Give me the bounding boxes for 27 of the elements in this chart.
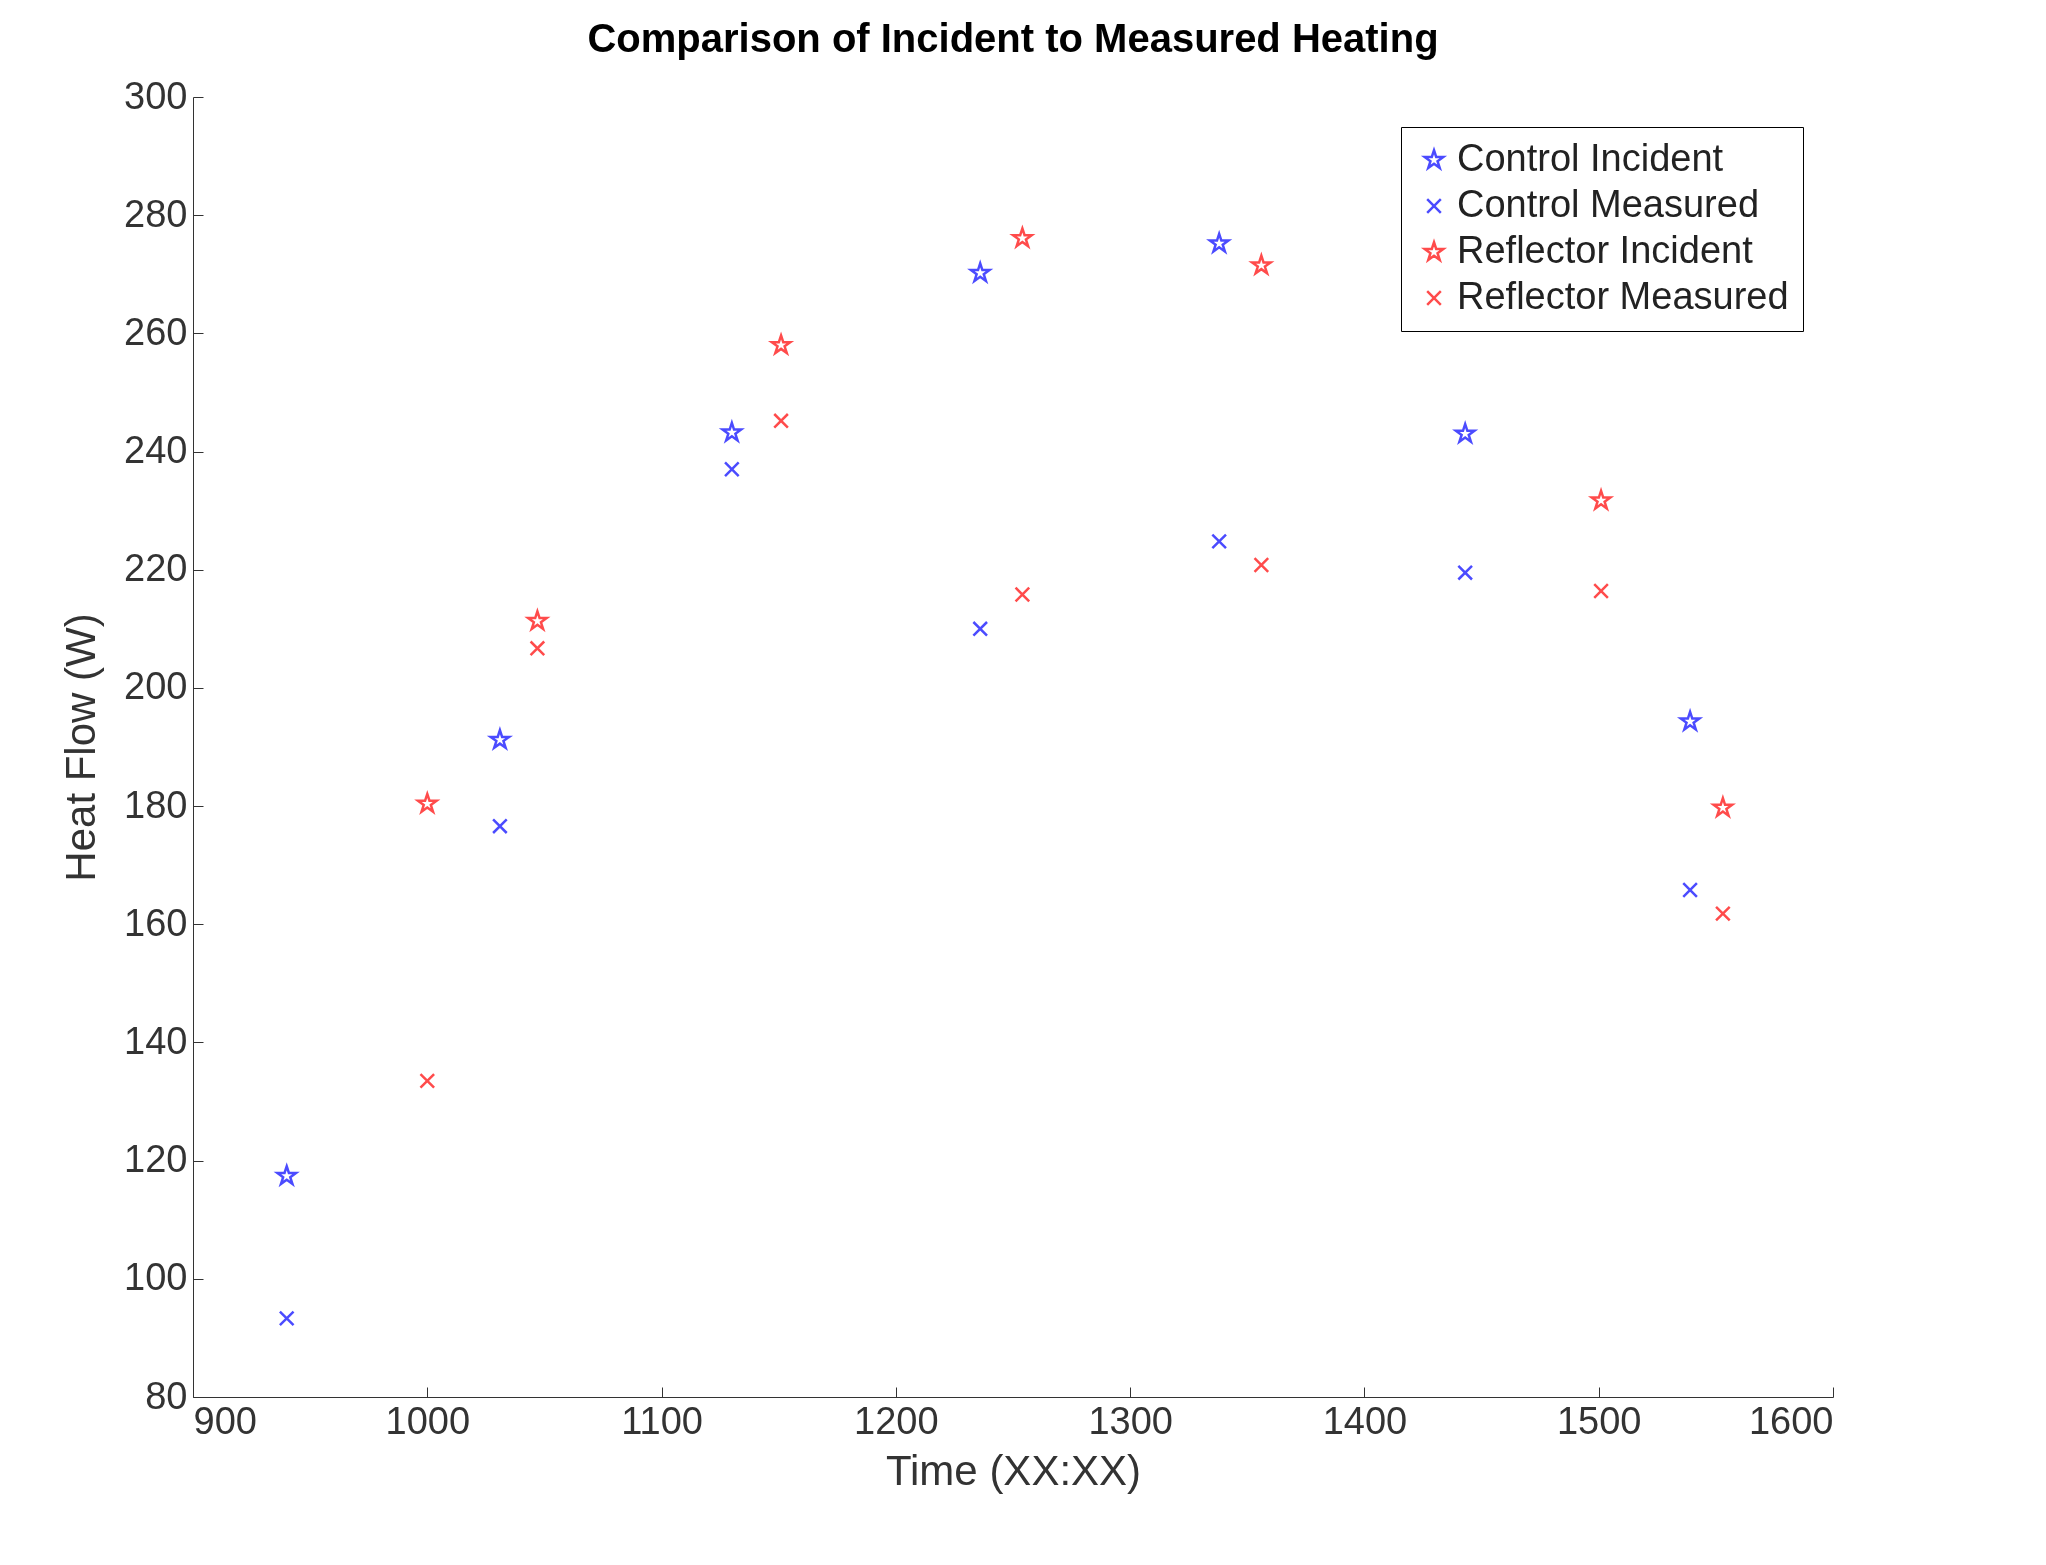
legend-label: Control Measured xyxy=(1457,183,1760,225)
y-axis-title: Heat Flow (W) xyxy=(57,613,105,882)
x-axis-title: Time (XX:XX) xyxy=(885,1446,1142,1494)
x-tick-label: 1500 xyxy=(1556,1399,1642,1442)
y-tick-label: 200 xyxy=(124,665,188,708)
x-tick-label: 900 xyxy=(193,1399,257,1442)
x-tick-label: 1100 xyxy=(621,1399,703,1442)
x-tick-label: 1000 xyxy=(385,1399,471,1442)
legend-label: Reflector Measured xyxy=(1457,275,1789,317)
y-tick-label: 180 xyxy=(124,783,188,826)
x-tick-label: 1400 xyxy=(1322,1399,1408,1442)
y-tick-label: 160 xyxy=(124,901,188,944)
x-tick-label: 1600 xyxy=(1748,1399,1834,1442)
x-tick-label: 1300 xyxy=(1088,1399,1173,1442)
y-tick-label: 280 xyxy=(124,192,188,235)
y-tick-label: 260 xyxy=(124,310,188,353)
legend-label: Reflector Incident xyxy=(1457,229,1754,271)
chart-title: Comparison of Incident to Measured Heating xyxy=(587,16,1439,60)
x-tick-label: 1200 xyxy=(854,1399,939,1442)
y-tick-label: 120 xyxy=(124,1138,188,1181)
y-tick-label: 100 xyxy=(124,1256,188,1299)
y-tick-label: 220 xyxy=(124,547,188,590)
legend-label: Control Incident xyxy=(1457,137,1724,179)
y-tick-label: 140 xyxy=(124,1019,188,1062)
y-tick-label: 80 xyxy=(145,1374,188,1417)
y-tick-label: 240 xyxy=(124,429,188,472)
y-tick-label: 300 xyxy=(124,74,188,117)
